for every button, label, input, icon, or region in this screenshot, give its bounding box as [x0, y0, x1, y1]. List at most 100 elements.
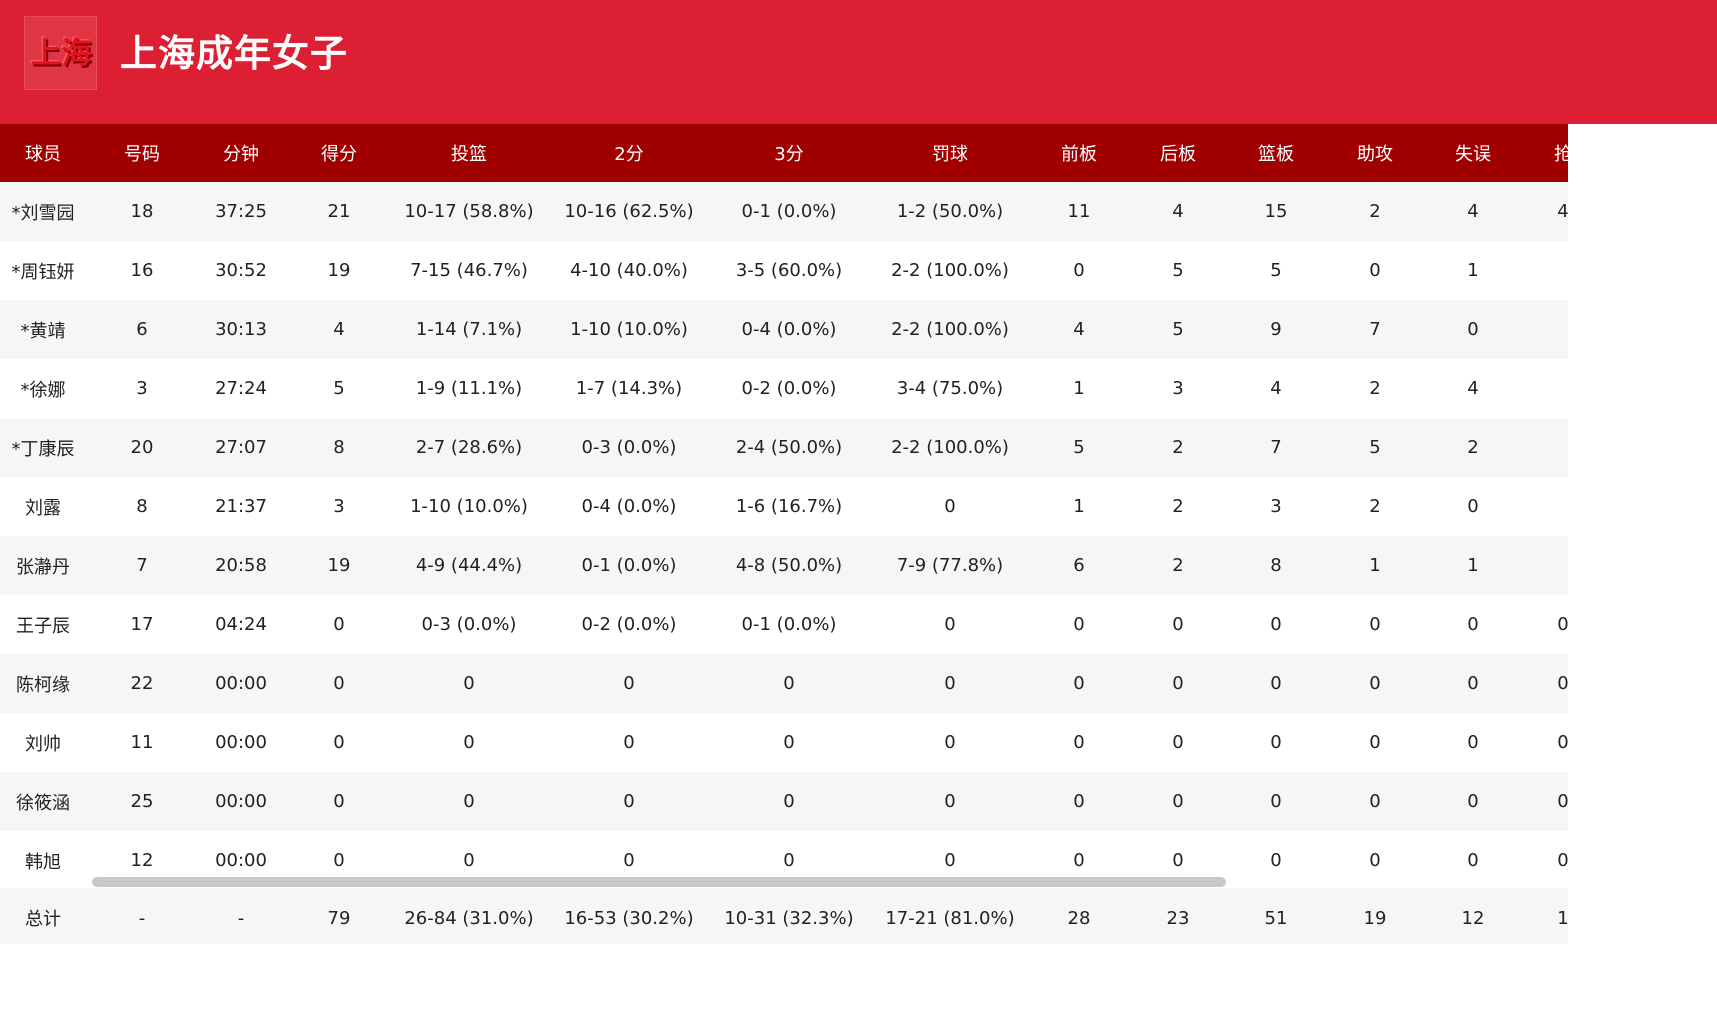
player-cell-three-pt: 0-1 (0.0%) — [741, 614, 837, 635]
player-cell-reb: 15 — [1264, 201, 1288, 222]
table-row: *黄靖 6 30:13 4 1-14 (7.1%) 1-10 (10.0%) 0-4 (0.… — [0, 300, 1568, 359]
player-cell-player: 刘露 — [0, 477, 89, 536]
total-cell-player: 总计 — [25, 909, 61, 930]
player-cell-player: *徐娜 — [0, 359, 89, 418]
player-cell-ft: 1-2 (50.0%) — [896, 201, 1004, 222]
player-cell-ast: 5 — [1369, 437, 1381, 458]
player-cell-minutes: 20:58 — [215, 555, 267, 576]
column-header-cell-reb: 篮板 — [1258, 144, 1294, 165]
player-cell-stl: 4 — [1557, 201, 1568, 222]
table-row: *刘雪园 18 37:25 21 10-17 (58.8%) 10-16 (62.5%) 0… — [0, 182, 1568, 241]
column-header-cell-tov: 失误 — [1455, 144, 1491, 165]
player-cell-tov: 4 — [1467, 378, 1479, 399]
player-cell-three-pt: 4-8 (50.0%) — [735, 555, 843, 576]
player-cell-tov: 2 — [1467, 437, 1479, 458]
column-header-cell-fg: 投篮 — [451, 144, 487, 165]
table-header-row: 球员 号码 分钟 得分 投篮 2分 3分 罚球 前板 后板 篮板 助攻 失误 抢 — [0, 124, 1568, 182]
player-cell-number: 16 — [130, 260, 154, 281]
player-cell-points: 0 — [333, 791, 345, 812]
player-cell-ast: 2 — [1369, 378, 1381, 399]
total-cell-two-pt: 16-53 (30.2%) — [564, 907, 694, 929]
player-cell-two-pt: 0 — [623, 791, 635, 812]
player-cell-ft: 0 — [944, 732, 956, 753]
player-cell-reb: 8 — [1270, 555, 1282, 576]
player-cell-number: 25 — [130, 791, 154, 812]
player-cell-three-pt: 1-6 (16.7%) — [735, 496, 843, 517]
player-cell-player: 陈柯缘 — [0, 654, 89, 713]
player-cell-two-pt: 4-10 (40.0%) — [570, 260, 688, 281]
table-row: 陈柯缘 22 00:00 0 0 0 0 0 0 0 0 0 0 0 — [0, 654, 1568, 713]
player-cell-tov: 1 — [1467, 555, 1479, 576]
player-cell-stl — [1533, 300, 1568, 359]
player-cell-two-pt: 0-3 (0.0%) — [581, 437, 677, 458]
player-cell-ft: 0 — [944, 673, 956, 694]
player-cell-off-reb: 1 — [1073, 496, 1085, 517]
player-cell-fg: 10-17 (58.8%) — [404, 201, 534, 222]
player-cell-player: 王子辰 — [0, 595, 89, 654]
player-cell-tov: 4 — [1467, 201, 1479, 222]
table-row: *徐娜 3 27:24 5 1-9 (11.1%) 1-7 (14.3%) 0-2 (0.0… — [0, 359, 1568, 418]
player-cell-ast: 0 — [1369, 850, 1381, 871]
player-cell-minutes: 27:24 — [215, 378, 267, 399]
column-header-cell-two-pt: 2分 — [614, 144, 644, 165]
player-cell-player: 张瀞丹 — [0, 536, 89, 595]
player-cell-ft: 7-9 (77.8%) — [896, 555, 1004, 576]
player-cell-ft: 2-2 (100.0%) — [891, 437, 1009, 458]
column-header-cell-minutes: 分钟 — [223, 144, 259, 165]
player-cell-points: 4 — [333, 319, 345, 340]
column-header-cell-off-reb: 前板 — [1061, 144, 1097, 165]
player-cell-stl — [1533, 241, 1568, 300]
player-cell-tov: 0 — [1467, 496, 1479, 517]
player-cell-minutes: 04:24 — [215, 614, 267, 635]
player-cell-def-reb: 5 — [1172, 260, 1184, 281]
player-cell-fg: 0 — [463, 791, 475, 812]
player-cell-stl: 0 — [1557, 732, 1568, 753]
team-name: 上海成年女子 — [120, 32, 348, 75]
player-cell-reb: 0 — [1270, 673, 1282, 694]
total-cell-number: - — [138, 907, 146, 929]
table-row: *周钰妍 16 30:52 19 7-15 (46.7%) 4-10 (40.0%) 3-5… — [0, 241, 1568, 300]
totals-row: 总计 - - 79 26-84 (31.0%) 16-53 (30.2%) 10-31 (3… — [0, 888, 1568, 944]
player-cell-off-reb: 1 — [1073, 378, 1085, 399]
player-cell-def-reb: 0 — [1172, 850, 1184, 871]
player-cell-reb: 4 — [1270, 378, 1282, 399]
player-cell-minutes: 00:00 — [215, 732, 267, 753]
player-cell-two-pt: 0 — [623, 673, 635, 694]
player-cell-three-pt: 0 — [783, 673, 795, 694]
player-cell-stl — [1533, 536, 1568, 595]
player-cell-two-pt: 1-7 (14.3%) — [575, 378, 683, 399]
player-cell-minutes: 27:07 — [215, 437, 267, 458]
player-cell-reb: 0 — [1270, 850, 1282, 871]
player-cell-off-reb: 0 — [1073, 732, 1085, 753]
total-cell-minutes: - — [237, 907, 245, 929]
player-cell-number: 3 — [136, 378, 148, 399]
player-cell-points: 0 — [333, 732, 345, 753]
player-cell-player: *黄靖 — [0, 300, 89, 359]
player-cell-off-reb: 0 — [1073, 260, 1085, 281]
table-row: 张瀞丹 7 20:58 19 4-9 (44.4%) 0-1 (0.0%) 4-8 (50.… — [0, 536, 1568, 595]
player-cell-ast: 0 — [1369, 732, 1381, 753]
player-cell-number: 7 — [136, 555, 148, 576]
player-cell-number: 20 — [130, 437, 154, 458]
player-cell-three-pt: 0 — [783, 732, 795, 753]
player-cell-two-pt: 0-2 (0.0%) — [581, 614, 677, 635]
player-cell-ft: 0 — [944, 496, 956, 517]
horizontal-scrollbar[interactable] — [92, 877, 1568, 887]
player-cell-tov: 0 — [1467, 673, 1479, 694]
stats-table[interactable]: 球员 号码 分钟 得分 投篮 2分 3分 罚球 前板 后板 篮板 助攻 失误抢 *刘雪园 18 37:25 2… — [0, 124, 1568, 944]
total-cell-stl: 1 — [1557, 907, 1568, 929]
player-cell-stl: 0 — [1557, 850, 1568, 871]
scrollbar-thumb[interactable] — [92, 877, 1226, 887]
player-cell-fg: 7-15 (46.7%) — [410, 260, 528, 281]
player-cell-fg: 1-10 (10.0%) — [410, 496, 528, 517]
player-cell-ast: 2 — [1369, 201, 1381, 222]
team-header: 上海 上海成年女子 — [0, 0, 1717, 124]
player-cell-points: 8 — [333, 437, 345, 458]
player-cell-ast: 0 — [1369, 260, 1381, 281]
player-cell-fg: 4-9 (44.4%) — [415, 555, 523, 576]
player-cell-points: 0 — [333, 614, 345, 635]
player-cell-tov: 0 — [1467, 319, 1479, 340]
player-cell-ft: 0 — [944, 850, 956, 871]
column-header-cell-ast: 助攻 — [1357, 144, 1393, 165]
player-cell-ft: 2-2 (100.0%) — [891, 319, 1009, 340]
